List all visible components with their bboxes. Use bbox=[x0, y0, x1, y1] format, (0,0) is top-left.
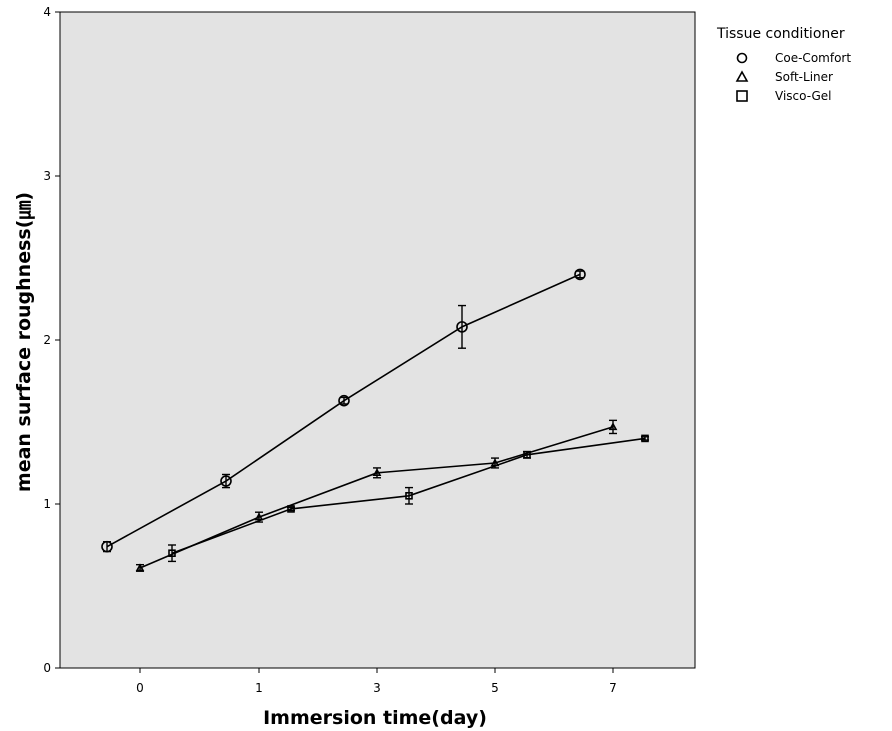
y-tick-label: 4 bbox=[43, 5, 51, 19]
legend: Tissue conditioner Coe-Comfort Soft-Liner… bbox=[716, 26, 851, 103]
data-point bbox=[220, 475, 232, 487]
data-point bbox=[101, 540, 113, 553]
data-point bbox=[641, 434, 649, 443]
series-soft-liner bbox=[135, 419, 618, 572]
x-axis: 0 1 3 5 7 bbox=[136, 668, 617, 695]
data-point bbox=[523, 450, 531, 459]
x-tick-label: 3 bbox=[373, 681, 381, 695]
x-axis-title: Immersion time(day) bbox=[263, 707, 487, 729]
plot-area bbox=[59, 11, 696, 669]
legend-items: Coe-Comfort Soft-Liner Visco-Gel bbox=[735, 51, 851, 103]
legend-item: Soft-Liner bbox=[735, 70, 833, 84]
triangle-icon bbox=[735, 70, 749, 82]
y-axis-title: mean surface roughness(㎛) bbox=[13, 192, 35, 492]
x-tick-label: 5 bbox=[491, 681, 499, 695]
y-tick-label: 1 bbox=[43, 497, 51, 511]
x-tick-label: 7 bbox=[609, 681, 617, 695]
series-visco-gel bbox=[168, 434, 649, 563]
data-point bbox=[405, 491, 413, 500]
x-tick-label: 0 bbox=[136, 681, 144, 695]
data-point bbox=[574, 268, 586, 281]
legend-label: Soft-Liner bbox=[775, 70, 833, 84]
legend-label: Coe-Comfort bbox=[775, 51, 851, 65]
data-point bbox=[287, 505, 295, 513]
y-tick-label: 3 bbox=[43, 169, 51, 183]
data-point bbox=[168, 549, 176, 558]
x-tick-label: 1 bbox=[255, 681, 263, 695]
legend-item: Visco-Gel bbox=[736, 89, 831, 103]
circle-icon bbox=[736, 52, 748, 64]
y-tick-label: 2 bbox=[43, 333, 51, 347]
legend-title: Tissue conditioner bbox=[716, 26, 845, 42]
series-layer bbox=[101, 268, 649, 572]
legend-item: Coe-Comfort bbox=[736, 51, 851, 65]
data-point bbox=[338, 394, 350, 407]
y-axis: 0 1 2 3 4 bbox=[43, 5, 60, 675]
data-point bbox=[254, 512, 264, 521]
data-point bbox=[456, 321, 468, 333]
data-point bbox=[608, 422, 618, 431]
y-tick-label: 0 bbox=[43, 661, 51, 675]
series-coe-comfort bbox=[101, 268, 586, 553]
square-icon bbox=[736, 90, 748, 102]
legend-label: Visco-Gel bbox=[775, 89, 831, 103]
data-point bbox=[372, 468, 382, 477]
data-point bbox=[135, 563, 145, 572]
